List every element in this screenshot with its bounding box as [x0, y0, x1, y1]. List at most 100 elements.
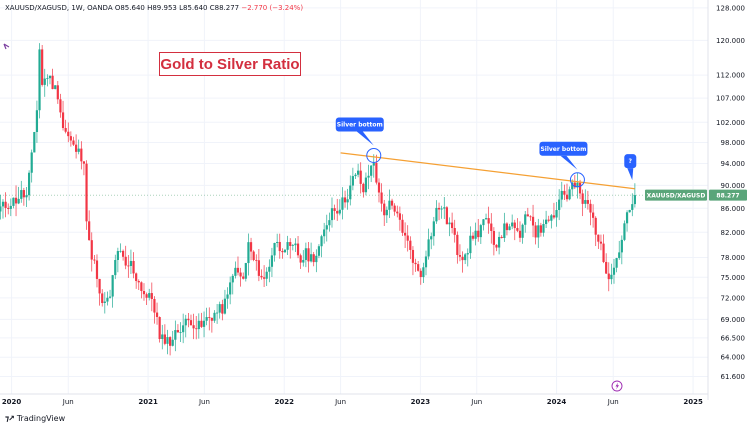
candle-body [542, 224, 545, 233]
candle-body [88, 221, 91, 241]
candle-body [612, 267, 616, 275]
candle-body [114, 260, 117, 276]
callout-text: Silver bottom [337, 121, 383, 128]
chart-header: XAUUSD/XAGUSD, 1W, OANDA O85.640 H89.953… [5, 4, 303, 12]
candle-body [148, 293, 151, 298]
candle-body [482, 219, 485, 226]
question-callout[interactable]: ? [624, 154, 637, 181]
ohlc-change: −2.770 (−3.24%) [241, 4, 304, 12]
candles [0, 43, 636, 356]
candle-body [179, 332, 182, 333]
candle-body [54, 85, 57, 90]
candle-body [317, 246, 321, 256]
y-tick-label: 107.000 [716, 95, 745, 103]
candle-body [176, 330, 180, 333]
ohlc-low: L85.640 [179, 4, 208, 12]
candle-body [208, 317, 211, 318]
candle-body [594, 217, 597, 235]
lightning-icon[interactable] [611, 380, 623, 392]
candle-body [299, 255, 302, 263]
candle-body [56, 85, 59, 100]
candle-body [422, 267, 425, 278]
candle-body [451, 222, 454, 229]
candle-body [469, 235, 472, 254]
candle-body [396, 211, 399, 214]
chart-title: Gold to Silver Ratio [159, 52, 301, 76]
candle-body [474, 230, 477, 239]
candle-body [64, 127, 67, 132]
candle-body [281, 251, 284, 253]
callout-bubble [539, 141, 588, 156]
candle-body [563, 190, 566, 195]
candle-body [27, 172, 31, 196]
candle-body [93, 259, 96, 261]
candle-body [43, 78, 46, 85]
candle-body [581, 193, 584, 204]
candle-body [153, 298, 156, 313]
candle-body [218, 304, 221, 313]
y-tick-label: 102.000 [716, 119, 745, 127]
candle-body [558, 199, 561, 210]
candle-body [7, 207, 10, 209]
candle-body [573, 182, 576, 188]
candle-body [307, 248, 310, 262]
candle-body [98, 278, 101, 294]
candle-body [521, 224, 524, 238]
trendline[interactable] [340, 152, 635, 190]
candle-body [69, 136, 72, 141]
candle-body [484, 218, 488, 220]
candle-body [357, 170, 360, 175]
candle-body [226, 294, 229, 299]
candle-body [534, 225, 537, 238]
candle-body [584, 200, 587, 204]
candle-body [372, 162, 375, 166]
candle-body [229, 282, 232, 295]
candle-body [576, 182, 579, 188]
candle-body [503, 223, 506, 239]
candle-body [25, 195, 28, 198]
candle-body [103, 301, 106, 303]
candle-body [359, 170, 362, 184]
candle-body [341, 197, 344, 210]
x-tick-label: 2022 [275, 398, 295, 406]
ohlc-close: C88.277 [209, 4, 240, 12]
candle-body [508, 226, 511, 231]
x-tick-label: Jun [198, 398, 210, 406]
candle-body [174, 330, 177, 340]
callout-bubble [624, 154, 637, 169]
candle-body [490, 223, 493, 231]
candle-body [270, 255, 274, 267]
candle-body [260, 275, 263, 278]
candle-body [161, 334, 164, 339]
candle-body [409, 240, 412, 250]
x-axis-ticks: 2020 Jun 2021 Jun 2022 Jun 2023 Jun 2024 Jun 2025 [2, 398, 703, 406]
tradingview-logo[interactable]: ⁊↗ TradingView [5, 414, 65, 423]
silver-bottom-callout[interactable]: Silver bottom [539, 141, 588, 188]
candle-body [247, 242, 250, 264]
silver-bottom-callout[interactable]: Silver bottom [335, 117, 384, 163]
candle-body [388, 200, 391, 210]
candle-body [41, 49, 44, 85]
y-tick-label: 112.000 [716, 72, 745, 80]
candle-body [90, 240, 93, 260]
candle-body [268, 266, 271, 272]
callout-text: Silver bottom [540, 146, 586, 153]
x-tick-label: Jun [62, 398, 74, 406]
crosshair-tool-icon[interactable] [3, 43, 10, 50]
candle-body [631, 204, 634, 210]
symbol-info: XAUUSD/XAGUSD, 1W, OANDA [5, 4, 113, 12]
candle-body [351, 176, 354, 186]
candle-body [67, 131, 70, 137]
candle-body [116, 251, 119, 261]
candle-body [257, 260, 260, 276]
candle-body [479, 225, 482, 238]
y-tick-label: 98.000 [721, 139, 746, 147]
y-tick-label: 69.000 [721, 316, 746, 324]
candle-body [1, 201, 5, 207]
candle-body [182, 325, 185, 333]
y-tick-label: 94.000 [721, 160, 746, 168]
y-tick-label: 66.500 [721, 334, 746, 342]
candle-body [618, 252, 621, 259]
candle-body [338, 209, 341, 214]
